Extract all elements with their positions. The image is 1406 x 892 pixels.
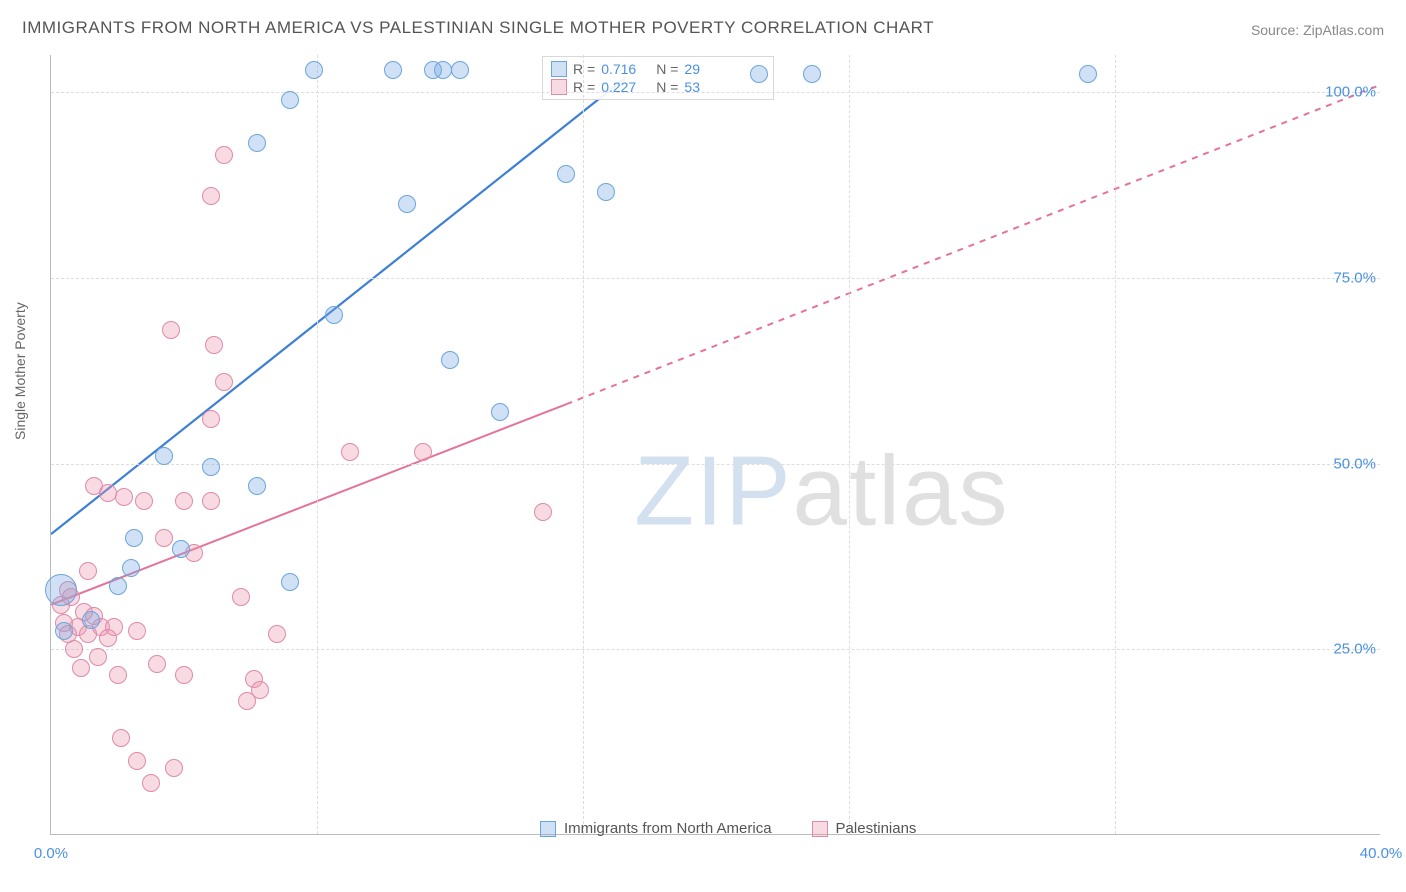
data-point-immigrants	[557, 165, 575, 183]
correlation-legend: R = 0.716 N = 29R = 0.227N = 53	[542, 56, 774, 100]
watermark-atlas: atlas	[793, 436, 1010, 546]
data-point-immigrants	[45, 574, 77, 606]
n-value: 29	[684, 61, 700, 77]
data-point-immigrants	[491, 403, 509, 421]
gridline-h	[51, 278, 1380, 279]
data-point-immigrants	[597, 183, 615, 201]
n-label: N =	[656, 61, 678, 77]
legend-item-palestinians: Palestinians	[812, 820, 917, 837]
series-legend: Immigrants from North America Palestinian…	[540, 820, 916, 837]
y-axis-label: Single Mother Poverty	[12, 302, 28, 440]
data-point-immigrants	[281, 91, 299, 109]
r-value: 0.716	[601, 61, 636, 77]
data-point-immigrants	[248, 134, 266, 152]
legend-swatch-palestinians	[812, 821, 828, 837]
y-tick-label: 50.0%	[1333, 455, 1376, 472]
data-point-palestinians	[65, 640, 83, 658]
x-tick-label: 40.0%	[1360, 845, 1403, 862]
data-point-palestinians	[165, 759, 183, 777]
legend-swatch-immigrants	[540, 821, 556, 837]
chart-title: IMMIGRANTS FROM NORTH AMERICA VS PALESTI…	[22, 18, 934, 38]
chart-area: ZIPatlas R = 0.716N = 29R = 0.227N = 53 …	[50, 55, 1380, 835]
correlation-row-immigrants: R = 0.716 N = 29	[543, 60, 773, 78]
data-point-palestinians	[79, 562, 97, 580]
trendline-immigrants	[51, 77, 626, 534]
data-point-palestinians	[205, 336, 223, 354]
gridline-h	[51, 464, 1380, 465]
data-point-immigrants	[434, 61, 452, 79]
y-tick-label: 100.0%	[1325, 84, 1376, 101]
x-tick-label: 0.0%	[34, 845, 68, 862]
data-point-palestinians	[115, 488, 133, 506]
data-point-palestinians	[135, 492, 153, 510]
watermark-zip: ZIP	[634, 436, 792, 546]
data-point-palestinians	[215, 373, 233, 391]
source-label: Source:	[1251, 22, 1303, 38]
data-point-immigrants	[248, 477, 266, 495]
trendlines-layer	[51, 55, 1381, 835]
y-tick-label: 75.0%	[1333, 269, 1376, 286]
data-point-immigrants	[281, 573, 299, 591]
swatch-immigrants	[551, 61, 567, 77]
y-tick-label: 25.0%	[1333, 641, 1376, 658]
data-point-immigrants	[451, 61, 469, 79]
data-point-immigrants	[155, 447, 173, 465]
plot-region: ZIPatlas R = 0.716N = 29R = 0.227N = 53 …	[50, 55, 1380, 835]
data-point-immigrants	[202, 458, 220, 476]
data-point-palestinians	[414, 443, 432, 461]
data-point-palestinians	[99, 484, 117, 502]
correlation-row-palestinians: R = 0.227N = 53	[543, 78, 773, 96]
source-name: ZipAtlas.com	[1303, 22, 1384, 38]
data-point-immigrants	[750, 65, 768, 83]
data-point-immigrants	[305, 61, 323, 79]
data-point-immigrants	[55, 622, 73, 640]
data-point-palestinians	[215, 146, 233, 164]
data-point-immigrants	[122, 559, 140, 577]
data-point-palestinians	[155, 529, 173, 547]
watermark: ZIPatlas	[634, 435, 1009, 548]
data-point-immigrants	[82, 611, 100, 629]
data-point-palestinians	[112, 729, 130, 747]
data-point-immigrants	[172, 540, 190, 558]
data-point-palestinians	[128, 752, 146, 770]
data-point-immigrants	[398, 195, 416, 213]
data-point-palestinians	[148, 655, 166, 673]
data-point-palestinians	[99, 629, 117, 647]
legend-label-immigrants: Immigrants from North America	[564, 820, 772, 837]
gridline-v	[849, 55, 850, 834]
data-point-palestinians	[534, 503, 552, 521]
data-point-palestinians	[109, 666, 127, 684]
gridline-v	[317, 55, 318, 834]
data-point-palestinians	[202, 187, 220, 205]
trendline-dashed-palestinians	[566, 85, 1381, 404]
data-point-immigrants	[803, 65, 821, 83]
data-point-immigrants	[1079, 65, 1097, 83]
data-point-immigrants	[109, 577, 127, 595]
data-point-immigrants	[441, 351, 459, 369]
gridline-h	[51, 649, 1380, 650]
data-point-palestinians	[238, 692, 256, 710]
data-point-palestinians	[89, 648, 107, 666]
data-point-palestinians	[175, 492, 193, 510]
r-label: R =	[573, 61, 595, 77]
legend-item-immigrants: Immigrants from North America	[540, 820, 772, 837]
data-point-immigrants	[325, 306, 343, 324]
gridline-v	[1115, 55, 1116, 834]
data-point-palestinians	[72, 659, 90, 677]
data-point-palestinians	[142, 774, 160, 792]
data-point-palestinians	[162, 321, 180, 339]
data-point-palestinians	[128, 622, 146, 640]
data-point-immigrants	[125, 529, 143, 547]
data-point-palestinians	[268, 625, 286, 643]
data-point-immigrants	[384, 61, 402, 79]
source-attribution: Source: ZipAtlas.com	[1251, 22, 1384, 38]
data-point-palestinians	[175, 666, 193, 684]
gridline-v	[583, 55, 584, 834]
data-point-palestinians	[202, 492, 220, 510]
data-point-palestinians	[232, 588, 250, 606]
gridline-h	[51, 92, 1380, 93]
legend-label-palestinians: Palestinians	[836, 820, 917, 837]
data-point-palestinians	[202, 410, 220, 428]
data-point-palestinians	[341, 443, 359, 461]
